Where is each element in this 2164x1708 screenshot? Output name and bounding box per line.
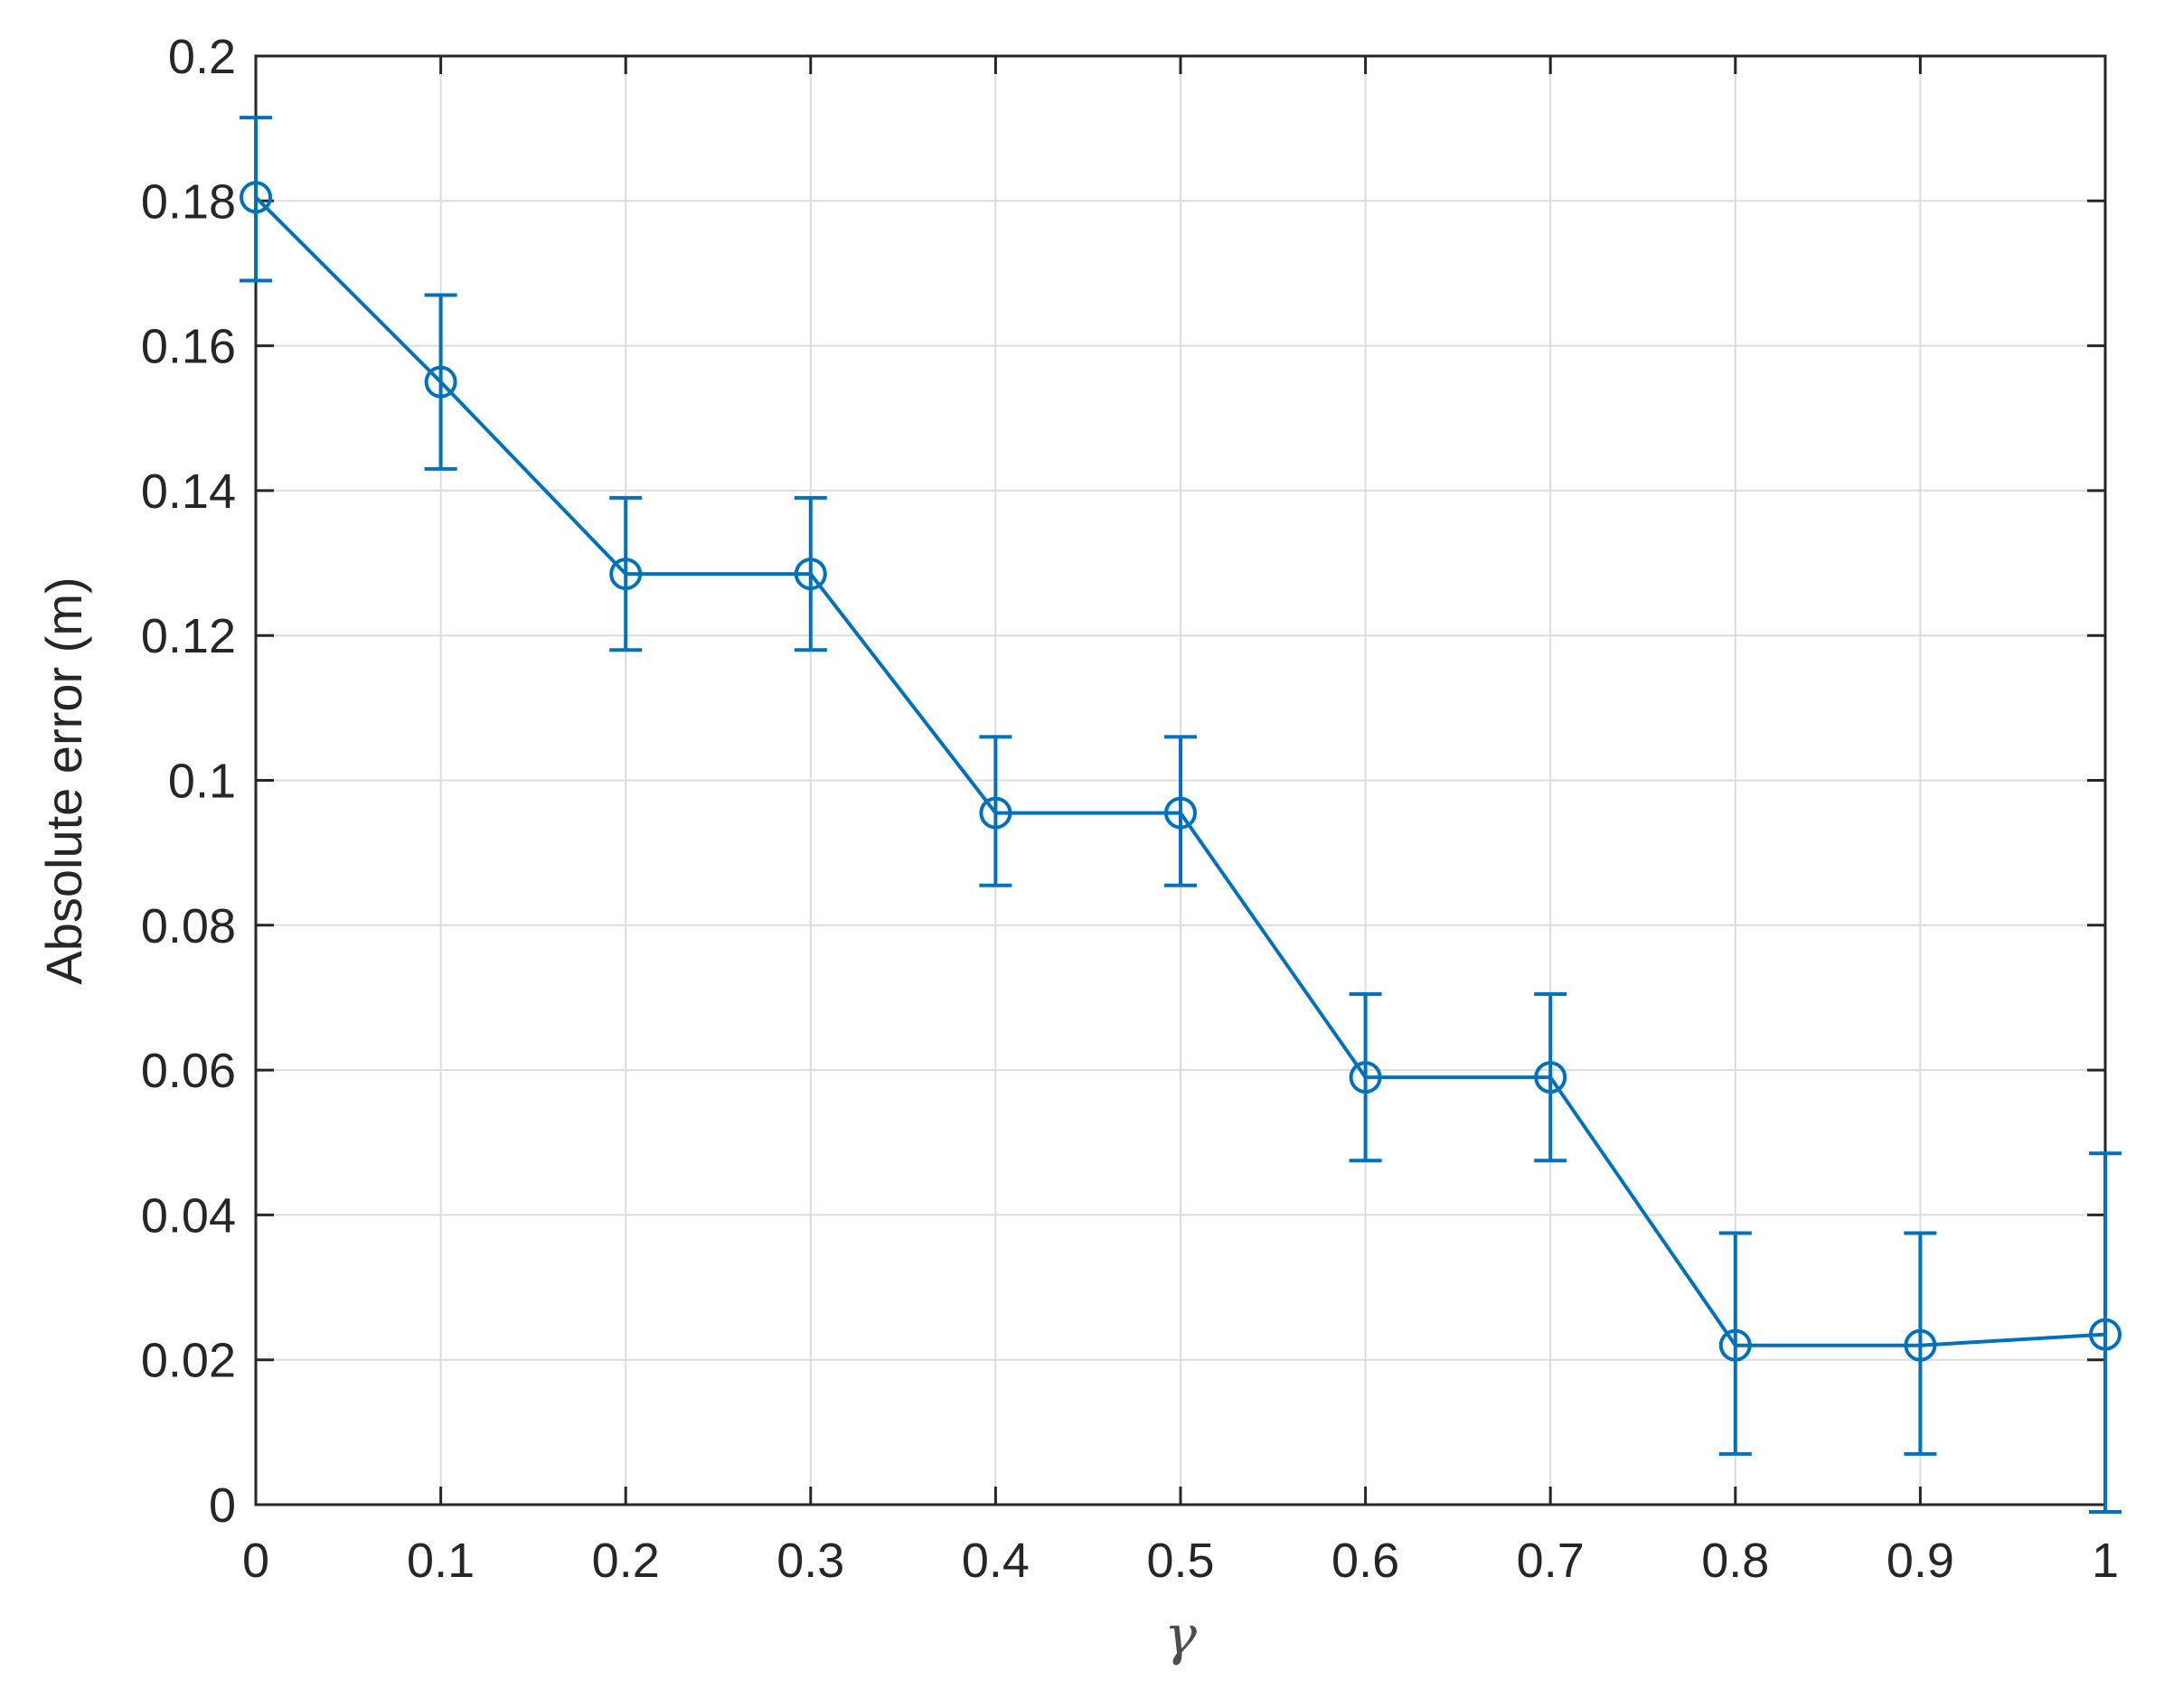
y-tick-label: 0.14 — [141, 465, 236, 519]
x-tick-label: 0.9 — [1886, 1534, 1954, 1588]
data-point-marker — [1904, 1328, 1937, 1362]
x-tick-label: 0.6 — [1331, 1534, 1399, 1588]
x-tick-label: 0.8 — [1701, 1534, 1769, 1588]
x-tick-label: 0.4 — [962, 1534, 1030, 1588]
y-tick-label: 0.18 — [141, 174, 236, 229]
y-tick-label: 0.1 — [168, 755, 236, 809]
data-point-marker — [1349, 1061, 1382, 1094]
y-axis-label: Absolute error (m) — [35, 577, 92, 984]
y-tick-labels: 0 0.02 0.04 0.06 0.08 0.1 0.12 0.14 0.16 0.18 0.2 — [141, 30, 236, 1533]
data-point-marker — [240, 181, 272, 214]
data-point-marker — [2089, 1318, 2122, 1351]
y-tick-label: 0.02 — [141, 1334, 236, 1388]
axes-box — [254, 54, 2107, 1506]
data-point-marker — [794, 558, 827, 591]
y-tick-label: 0.08 — [141, 899, 236, 953]
y-tick-label: 0.2 — [168, 30, 236, 84]
data-point-marker — [1164, 796, 1197, 830]
data-point-marker — [424, 365, 457, 399]
x-tick-label: 0.7 — [1517, 1534, 1585, 1588]
x-tick-label: 0.1 — [407, 1534, 475, 1588]
x-tick-label: 0.5 — [1146, 1534, 1214, 1588]
x-tick-label: 0.2 — [592, 1534, 660, 1588]
data-point-marker — [1534, 1061, 1567, 1094]
y-tick-label: 0.04 — [141, 1188, 236, 1243]
x-tick-labels: 0 0.1 0.2 0.3 0.4 0.5 0.6 0.7 0.8 0.9 1 — [242, 1534, 2119, 1588]
data-point-marker — [609, 558, 643, 591]
y-tick-label: 0.12 — [141, 609, 236, 663]
data-point-marker — [979, 796, 1012, 830]
y-tick-label: 0.16 — [141, 320, 236, 374]
y-tick-label: 0 — [209, 1478, 236, 1533]
series-layer — [240, 116, 2122, 1515]
y-tick-label: 0.06 — [141, 1044, 236, 1098]
x-tick-label: 0 — [242, 1534, 269, 1588]
x-tick-label: 0.3 — [776, 1534, 844, 1588]
x-axis-label: γ — [1164, 1604, 1197, 1667]
x-tick-label: 1 — [2092, 1534, 2119, 1588]
data-point-marker — [1718, 1328, 1752, 1362]
